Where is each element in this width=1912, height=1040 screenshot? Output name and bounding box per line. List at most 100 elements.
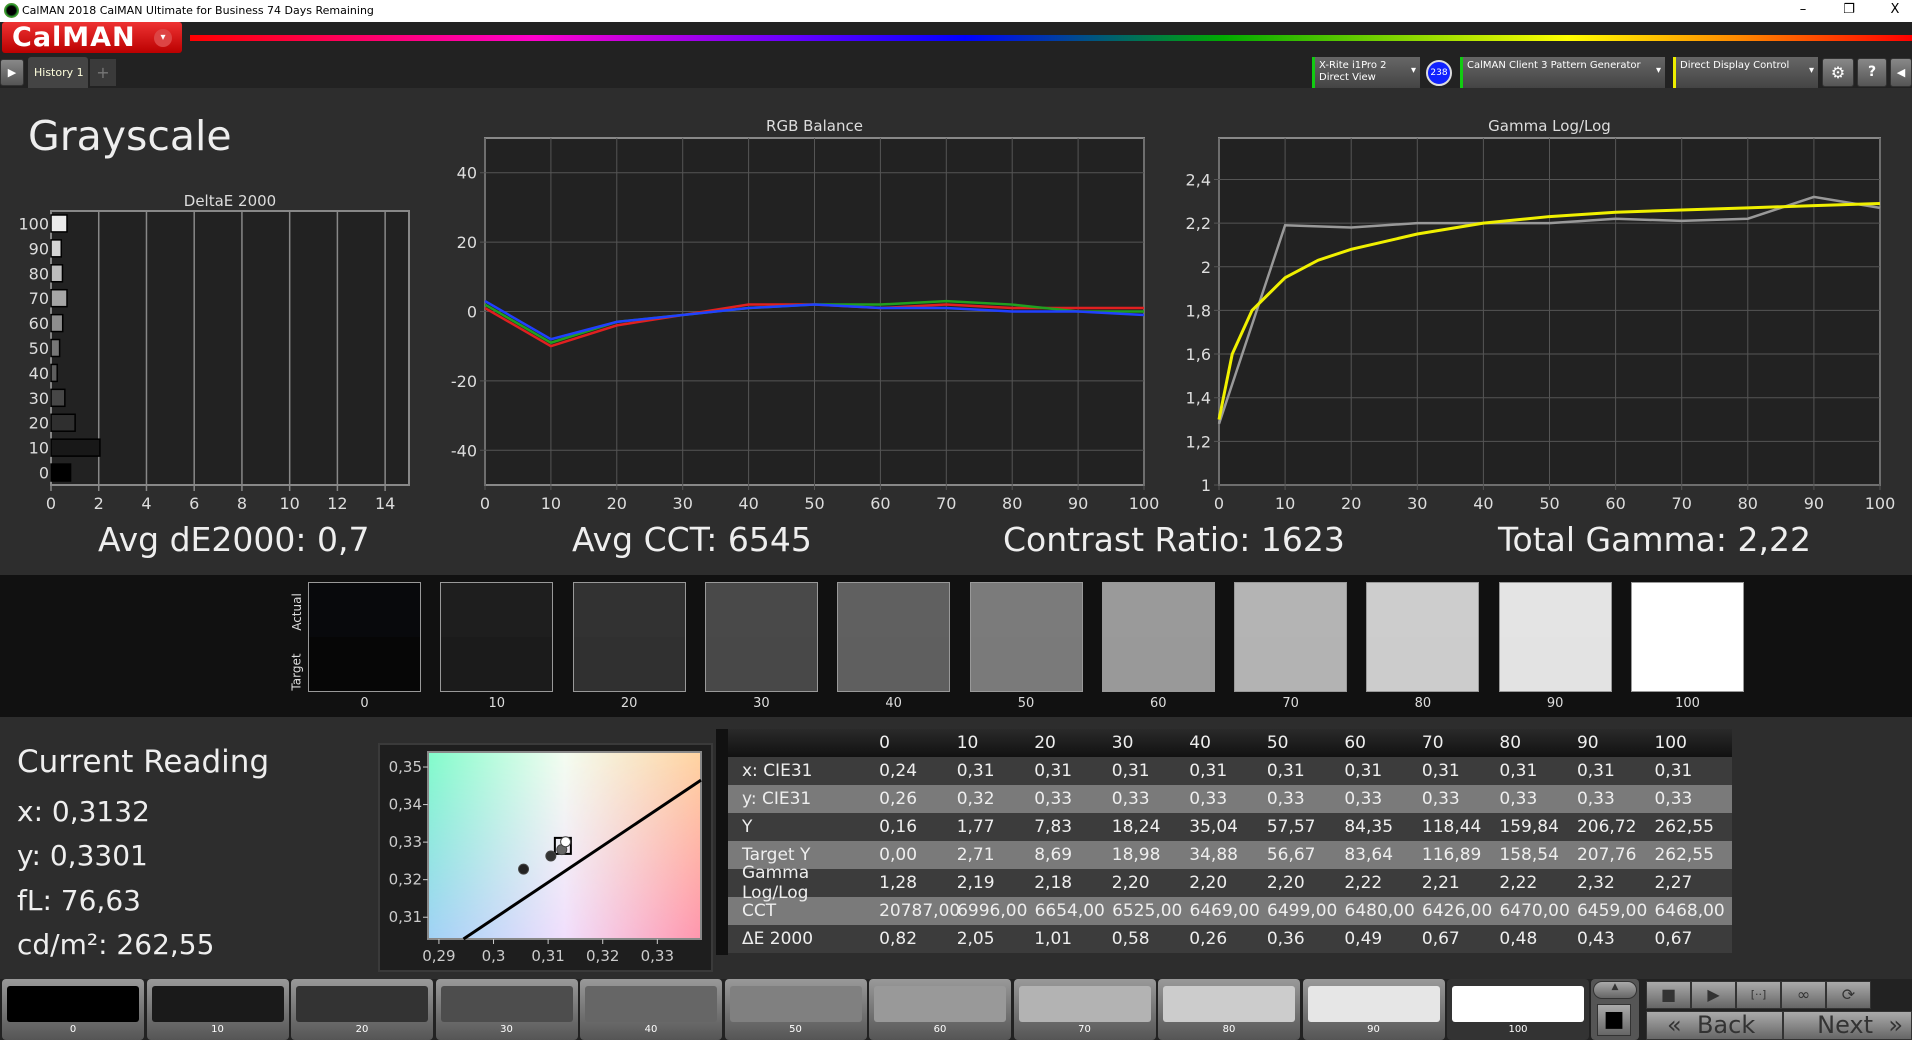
table-cell: 0,31	[1421, 761, 1460, 781]
meter-selector[interactable]: X-Rite i1Pro 2 Direct View ▾	[1312, 57, 1420, 88]
swatch-30[interactable]	[704, 582, 818, 692]
back-button[interactable]: « Back	[1646, 1011, 1783, 1040]
pattern-label: 40	[644, 1024, 658, 1035]
swatch-50[interactable]	[969, 582, 1083, 692]
table-cell: 57,57	[1266, 817, 1316, 837]
close-button[interactable]: X	[1890, 2, 1900, 17]
pattern-generator-selector[interactable]: CalMAN Client 3 Pattern Generator ▾	[1460, 57, 1665, 88]
pattern-label: 80	[1222, 1024, 1236, 1035]
loop-icon[interactable]: ∞	[1781, 981, 1826, 1009]
table-cell: 159,84	[1499, 817, 1559, 837]
play-icon[interactable]: ▶	[0, 59, 24, 86]
window-title: CalMAN 2018 CalMAN Ultimate for Business…	[22, 4, 374, 17]
pattern-button-40[interactable]: 40	[580, 979, 722, 1040]
calman-menu-button[interactable]: CalMAN	[2, 22, 182, 53]
table-cell: CCT	[742, 901, 777, 921]
minimize-button[interactable]: –	[1799, 2, 1807, 17]
stop-icon[interactable]: ■	[1646, 981, 1691, 1009]
tab-history-1[interactable]: History 1	[28, 57, 88, 88]
swatch-40[interactable]	[837, 582, 951, 692]
table-cell: 0,33	[1111, 789, 1150, 809]
table-cell: 1,28	[879, 873, 918, 893]
display-control-name: Direct Display Control	[1680, 60, 1790, 71]
rgb-x-tick: 0	[480, 494, 490, 513]
pattern-button-60[interactable]: 60	[869, 979, 1011, 1040]
deltae-bar	[50, 264, 64, 283]
help-icon[interactable]: ?	[1857, 58, 1887, 87]
deltae-y-tick: 0	[39, 464, 49, 483]
table-cell: 6996,00	[957, 901, 1028, 921]
continuous-read-icon[interactable]: [··]	[1736, 981, 1781, 1009]
gear-icon[interactable]: ⚙	[1822, 58, 1854, 87]
swatch-70[interactable]	[1234, 582, 1348, 692]
swatch-80[interactable]	[1366, 582, 1480, 692]
swatch-20[interactable]	[572, 582, 686, 692]
pattern-button-90[interactable]: 90	[1302, 979, 1445, 1040]
gamma-x-tick: 20	[1341, 494, 1361, 513]
swatch-90[interactable]	[1498, 582, 1612, 692]
window-titlebar: CalMAN 2018 CalMAN Ultimate for Business…	[0, 0, 1912, 22]
table-cell: 0,48	[1499, 929, 1538, 949]
pattern-label: 30	[500, 1024, 513, 1035]
table-cell: 0,26	[1189, 929, 1228, 949]
add-tab-button[interactable]: +	[90, 59, 116, 86]
swatch-label: 100	[1675, 696, 1700, 711]
table-cell: 0,43	[1576, 929, 1615, 949]
cie-y-tick: 0,35	[389, 758, 422, 776]
deltae-x-tick: 8	[237, 494, 247, 513]
play-icon[interactable]: ▶	[1691, 981, 1736, 1009]
column-header: 90	[1576, 733, 1599, 753]
page-title: Grayscale	[28, 112, 232, 160]
up-arrow-icon[interactable]: ▲	[1593, 981, 1637, 999]
next-label: Next	[1817, 1011, 1874, 1039]
pattern-button-50[interactable]: 50	[724, 979, 867, 1040]
table-cell: 2,27	[1654, 873, 1693, 893]
swatch-0[interactable]	[308, 582, 421, 692]
pattern-label: 20	[355, 1024, 369, 1035]
next-button[interactable]: Next »	[1783, 1011, 1912, 1040]
gamma-y-tick: 1,4	[1186, 389, 1211, 408]
pattern-swatch	[296, 986, 428, 1022]
pattern-button-70[interactable]: 70	[1013, 979, 1156, 1040]
deltae-x-tick: 12	[327, 494, 347, 513]
pattern-button-10[interactable]: 10	[146, 979, 289, 1040]
pattern-label: 0	[69, 1024, 77, 1035]
table-cell: 2,05	[956, 929, 995, 949]
pattern-button-80[interactable]: 80	[1158, 979, 1300, 1040]
table-cell: 0,32	[956, 789, 995, 809]
deltae-y-tick: 70	[29, 289, 49, 308]
table-cell: 158,54	[1499, 845, 1559, 865]
table-cell: 0,16	[879, 817, 918, 837]
refresh-icon[interactable]: ⟳	[1826, 981, 1871, 1009]
swatch-10[interactable]	[440, 582, 554, 692]
pattern-button-30[interactable]: 30	[435, 979, 578, 1040]
collapse-icon[interactable]: ◀	[1890, 58, 1912, 87]
table-cell: 84,35	[1344, 817, 1394, 837]
meter-badge[interactable]: 238	[1426, 60, 1452, 86]
table-cell: 2,18	[1034, 873, 1073, 893]
pattern-button-0[interactable]: 0	[2, 979, 144, 1040]
table-cell: 0,82	[879, 929, 918, 949]
display-control-selector[interactable]: Direct Display Control ▾	[1673, 57, 1818, 88]
table-cell: 18,24	[1111, 817, 1161, 837]
pattern-button-20[interactable]: 20	[291, 979, 433, 1040]
cie-x-tick: 0,32	[586, 947, 619, 965]
table-cell: 7,83	[1034, 817, 1073, 837]
deltae-bar	[50, 463, 72, 482]
gamma-y-tick: 2	[1201, 258, 1211, 277]
cie-x-tick: 0,3	[482, 947, 506, 965]
deltae-y-tick: 30	[29, 389, 49, 408]
swatch-60[interactable]	[1101, 582, 1215, 692]
pattern-button-100[interactable]: 100	[1447, 979, 1589, 1040]
pattern-generator-name: CalMAN Client 3 Pattern Generator	[1467, 60, 1641, 71]
rgb-y-tick: -20	[451, 372, 477, 391]
cie-x-tick: 0,29	[422, 947, 455, 965]
table-header: 0 10 20 30 40 50 60 70 80 90 100	[724, 729, 1732, 757]
table-cell: 2,21	[1421, 873, 1460, 893]
stop-big-icon[interactable]: ■	[1597, 1004, 1631, 1036]
gamma-y-tick: 1,8	[1186, 301, 1211, 320]
restore-button[interactable]: ❐	[1843, 2, 1855, 17]
rgb-y-tick: -40	[451, 441, 477, 460]
swatch-100[interactable]	[1631, 582, 1744, 692]
chevron-down-icon[interactable]: ▾	[154, 29, 172, 47]
